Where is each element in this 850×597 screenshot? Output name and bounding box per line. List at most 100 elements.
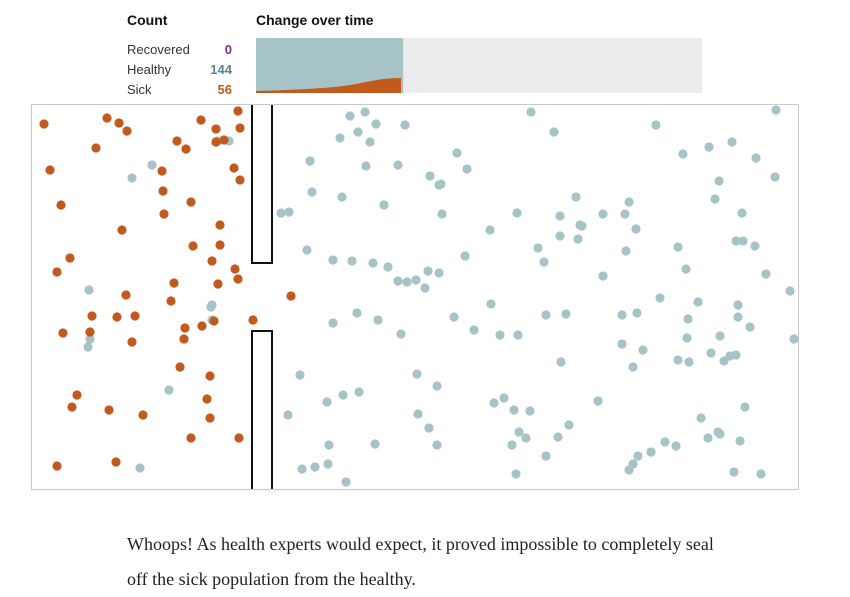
sick-dot [130,311,140,321]
healthy-dot [770,172,780,182]
healthy-dot [737,208,747,218]
healthy-dot [555,231,565,241]
healthy-dot [432,440,442,450]
healthy-dot [693,297,703,307]
sick-dot [91,143,101,153]
healthy-dot [328,255,338,265]
healthy-dot [345,111,355,121]
healthy-dot [341,477,351,487]
healthy-dot [425,171,435,181]
healthy-dot [507,440,517,450]
sick-dot [215,220,225,230]
sick-dot [102,113,112,123]
sick-dot [209,316,219,326]
healthy-dot [771,105,781,115]
sick-dot [188,241,198,251]
healthy-dot [731,350,741,360]
sick-label: Sick [127,82,152,97]
healthy-dot [512,208,522,218]
healthy-dot [533,243,543,253]
healthy-dot [434,268,444,278]
recovered-value: 0 [224,42,232,57]
sick-dot [186,433,196,443]
sick-dot [58,328,68,338]
healthy-dot [347,256,357,266]
sick-dot [233,274,243,284]
sick-dot [111,457,121,467]
timeline-sick-area [256,78,401,93]
healthy-dot [352,308,362,318]
healthy-dot [423,266,433,276]
simulation-area [31,104,799,490]
healthy-dot [322,397,332,407]
healthy-dot [789,334,798,344]
healthy-dot [276,208,286,218]
count-row-sick: Sick 56 [127,80,232,100]
healthy-dot [383,262,393,272]
healthy-dot [373,315,383,325]
healthy-dot [147,160,157,170]
sick-dot [205,371,215,381]
sick-dot [72,390,82,400]
healthy-dot [307,187,317,197]
healthy-dot [393,276,403,286]
healthy-dot [628,362,638,372]
healthy-dot [424,423,434,433]
healthy-dot [283,410,293,420]
sick-dot [67,402,77,412]
healthy-dot [673,242,683,252]
healthy-dot [354,387,364,397]
healthy-dot [489,398,499,408]
caption-text: Whoops! As health experts would expect, … [127,534,714,589]
healthy-dot [735,436,745,446]
healthy-dot [539,257,549,267]
sick-dot [235,175,245,185]
healthy-dot [541,310,551,320]
sick-dot [211,137,221,147]
count-row-healthy: Healthy 144 [127,60,232,80]
sick-dot [65,253,75,263]
healthy-dot [135,463,145,473]
healthy-dot [745,322,755,332]
healthy-dot [620,209,630,219]
healthy-dot [127,173,137,183]
sick-dot [157,166,167,176]
healthy-dot [556,357,566,367]
healthy-dot [750,241,760,251]
count-title: Count [127,12,168,28]
change-over-time-chart [256,38,702,93]
healthy-dot [598,209,608,219]
healthy-dot [715,331,725,341]
healthy-dot [513,330,523,340]
sick-dot [248,315,258,325]
healthy-dot [368,258,378,268]
healthy-dot [338,390,348,400]
sick-dot [39,119,49,129]
healthy-dot [624,465,634,475]
sick-dot [87,311,97,321]
healthy-dot [555,211,565,221]
sick-dot [234,433,244,443]
sick-dot [175,362,185,372]
count-row-recovered: Recovered 0 [127,40,232,60]
wall-lower [251,330,273,489]
healthy-dot [437,209,447,219]
healthy-dot [521,433,531,443]
healthy-dot [785,286,795,296]
healthy-dot [632,308,642,318]
sick-dot [169,278,179,288]
healthy-dot [449,312,459,322]
sick-dot [52,461,62,471]
healthy-dot [324,440,334,450]
sick-dot [197,321,207,331]
sick-dot [112,312,122,322]
healthy-dot [164,385,174,395]
healthy-dot [704,142,714,152]
healthy-dot [495,330,505,340]
sick-dot [138,410,148,420]
healthy-dot [631,224,641,234]
healthy-dot [673,355,683,365]
healthy-dot [671,441,681,451]
sick-dot [230,264,240,274]
healthy-dot [713,427,723,437]
